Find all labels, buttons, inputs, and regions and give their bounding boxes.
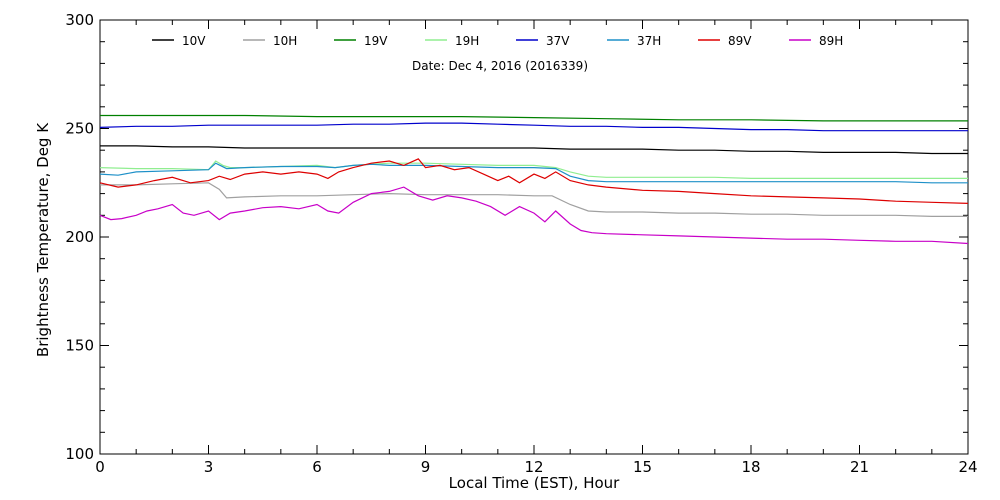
legend-label: 10V [182, 34, 206, 48]
legend-label: 89V [728, 34, 752, 48]
y-tick-label: 200 [65, 228, 94, 246]
x-tick-label: 18 [741, 458, 760, 476]
x-tick-label: 21 [850, 458, 869, 476]
x-tick-label: 9 [421, 458, 431, 476]
x-tick-label: 24 [958, 458, 977, 476]
series-line-10h [100, 182, 968, 217]
legend: 10V 10H 19V 19H 37V 37H 89V 89H [152, 34, 843, 48]
series-line-37v [99, 122, 968, 132]
legend-label: 19V [364, 34, 388, 48]
y-tick-label: 250 [65, 120, 94, 138]
y-tick-label: 100 [65, 445, 94, 463]
series-line-89h [99, 186, 969, 245]
x-tick-label: 12 [524, 458, 543, 476]
series-line-19v [100, 114, 968, 122]
plot-frame [99, 19, 969, 455]
x-tick-label: 0 [95, 458, 105, 476]
x-axis-title: Local Time (EST), Hour [449, 474, 620, 492]
series-line-19h [99, 160, 968, 179]
legend-label: 37H [637, 34, 661, 48]
series-line-37h [99, 162, 968, 184]
x-tick-label: 15 [633, 458, 652, 476]
y-tick-label: 300 [65, 11, 94, 29]
legend-label: 37V [546, 34, 570, 48]
legend-label: 10H [273, 34, 297, 48]
series-line-10v [100, 145, 968, 155]
y-axis-title: Brightness Temperature, Deg K [34, 122, 52, 357]
y-tick-label: 150 [65, 337, 94, 355]
legend-label: 19H [455, 34, 479, 48]
axis-ticks: 0 3 6 9 12 15 18 21 24 100 150 200 250 300 [65, 11, 977, 476]
series-layer [99, 114, 969, 245]
legend-label: 89H [819, 34, 843, 48]
chart-subtitle: Date: Dec 4, 2016 (2016339) [412, 59, 588, 73]
series-line-89v [99, 158, 969, 204]
x-tick-label: 6 [312, 458, 322, 476]
x-tick-label: 3 [204, 458, 214, 476]
